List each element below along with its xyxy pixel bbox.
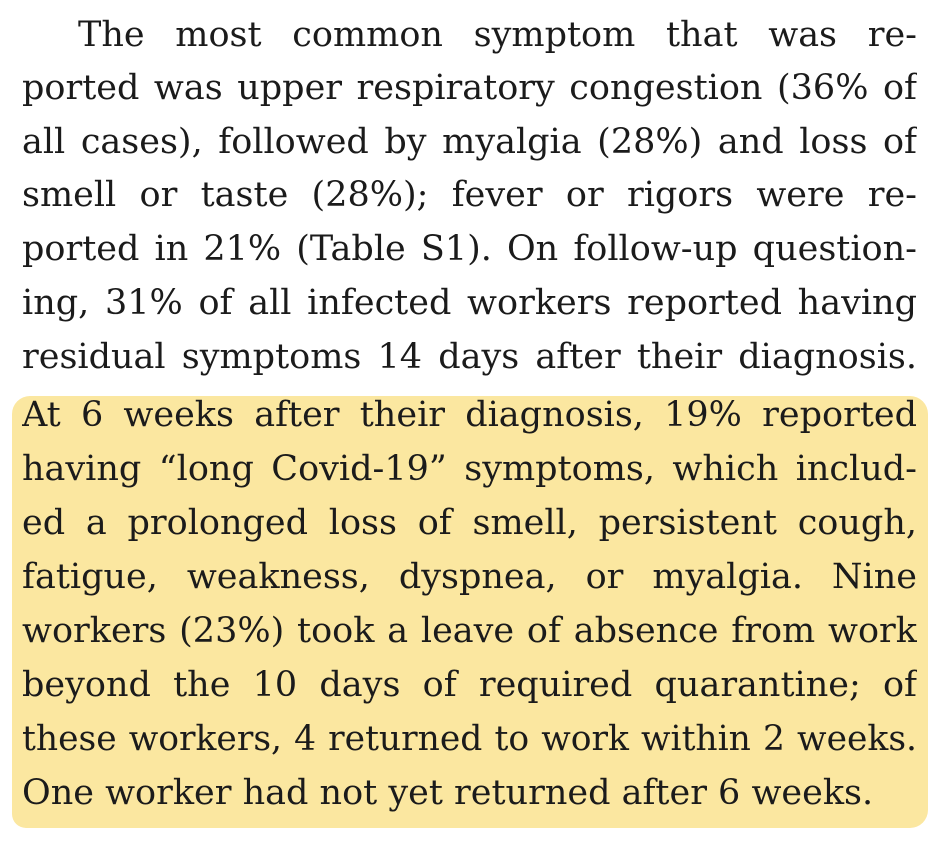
highlighted-line: At 6 weeks after their diagnosis, 19% re… xyxy=(22,395,917,435)
paragraph-line: all cases), followed by myalgia (28%) an… xyxy=(22,122,917,162)
highlighted-line: beyond the 10 days of required quarantin… xyxy=(22,665,917,705)
highlighted-line: having “long Covid-19” symptoms, which i… xyxy=(22,449,917,489)
highlighted-line: ed a prolonged loss of smell, persistent… xyxy=(22,503,917,543)
paragraph-line: smell or taste (28%); fever or rigors we… xyxy=(22,175,917,215)
paragraph-line: ported was upper respiratory congestion … xyxy=(22,68,917,108)
highlighted-line: One worker had not yet returned after 6 … xyxy=(22,773,874,813)
paragraph-line: ported in 21% (Table S1). On follow-up q… xyxy=(22,229,917,269)
text-highlight-tail xyxy=(12,780,908,828)
highlighted-line: these workers, 4 returned to work within… xyxy=(22,719,917,759)
highlighted-line: workers (23%) took a leave of absence fr… xyxy=(22,611,917,651)
paragraph-line: ing, 31% of all infected workers reporte… xyxy=(22,283,917,323)
highlighted-line: fatigue, weakness, dyspnea, or myalgia. … xyxy=(22,557,917,597)
paragraph-line: The most common symptom that was re- xyxy=(78,15,917,55)
paragraph-line: residual symptoms 14 days after their di… xyxy=(22,337,917,377)
text-highlight xyxy=(12,396,928,828)
